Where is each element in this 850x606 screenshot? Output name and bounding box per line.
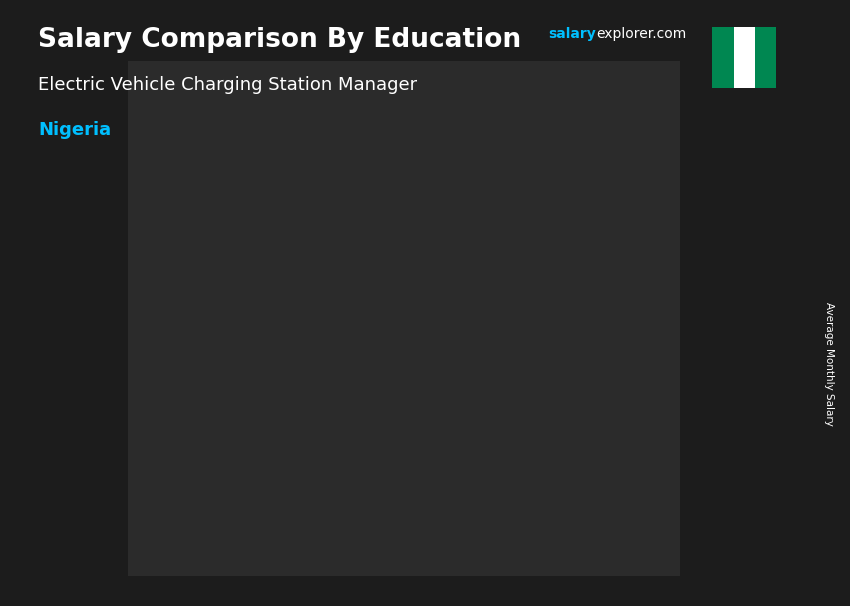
Bar (755, 27, 776, 88)
Text: Salary Comparison By Education: Salary Comparison By Education (38, 27, 521, 53)
Polygon shape (214, 413, 230, 558)
Polygon shape (674, 259, 690, 558)
Text: 430,000 NGN: 430,000 NGN (587, 239, 680, 253)
Text: Average Monthly Salary: Average Monthly Salary (824, 302, 834, 425)
Text: +33%: +33% (473, 210, 549, 235)
Polygon shape (578, 268, 674, 558)
Text: 322,000 NGN: 322,000 NGN (358, 312, 450, 326)
Polygon shape (445, 331, 461, 558)
Text: Nigeria: Nigeria (38, 121, 111, 139)
Polygon shape (117, 422, 214, 558)
Bar (128, 61, 680, 576)
Text: Electric Vehicle Charging Station Manager: Electric Vehicle Charging Station Manage… (38, 76, 417, 94)
Text: salary: salary (548, 27, 596, 41)
Bar (712, 27, 734, 88)
Polygon shape (348, 331, 461, 341)
Polygon shape (348, 341, 445, 558)
Text: 202,000 NGN: 202,000 NGN (128, 393, 220, 407)
Polygon shape (117, 413, 230, 422)
Polygon shape (578, 259, 690, 268)
Text: explorer.com: explorer.com (597, 27, 687, 41)
Text: +59%: +59% (243, 254, 319, 278)
Bar (734, 27, 755, 88)
